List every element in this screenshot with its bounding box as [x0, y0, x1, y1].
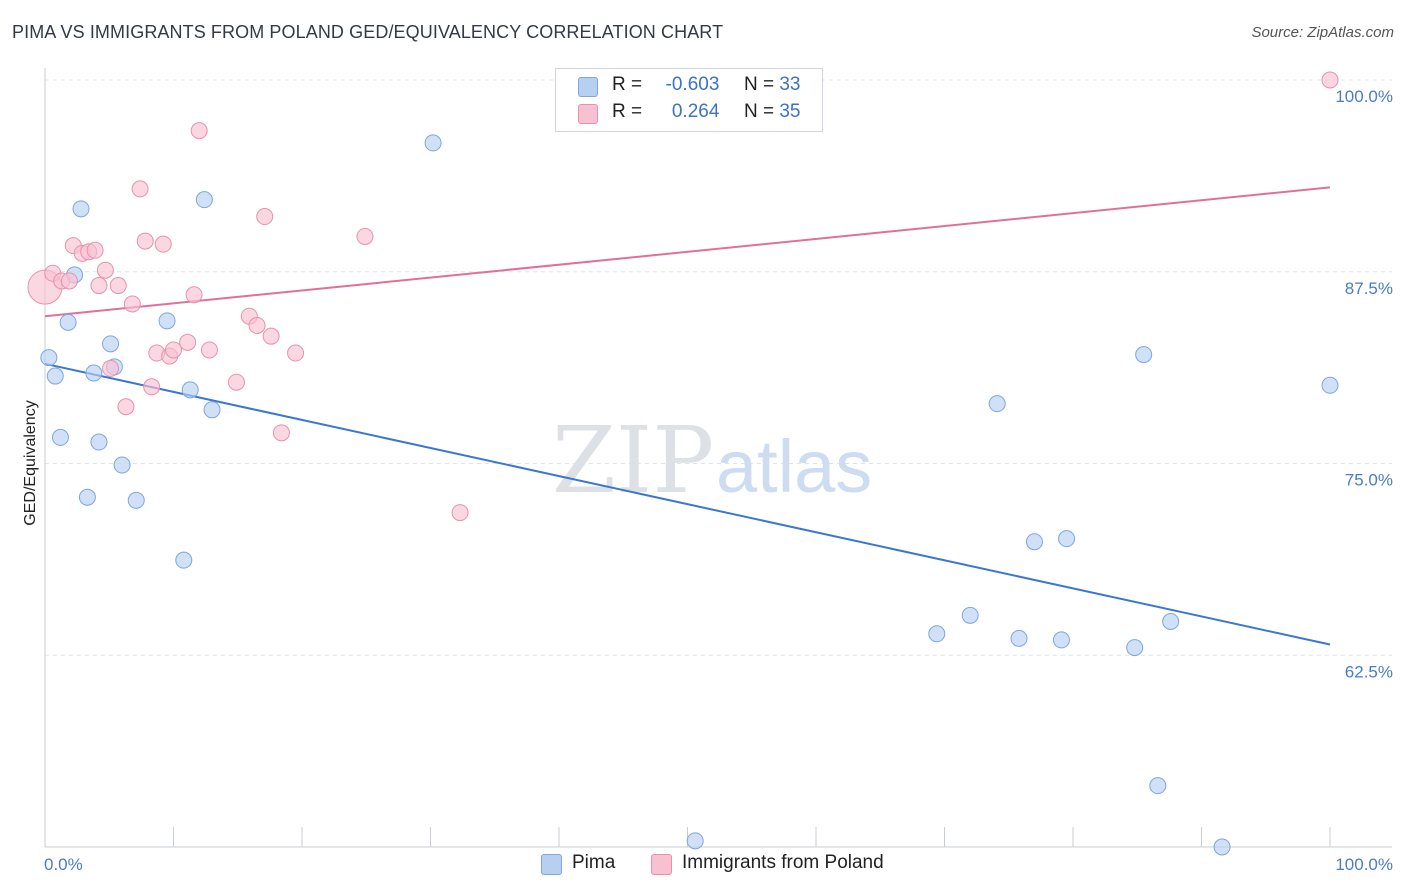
- bottom-legend-swatch-poland: [651, 854, 672, 875]
- point-poland: [287, 344, 305, 362]
- trend-line-pima: [44, 362, 1331, 646]
- point-pima: [181, 381, 199, 399]
- point-poland: [356, 227, 374, 245]
- point-poland: [143, 378, 161, 396]
- y-tick-label: 100.0%: [1335, 87, 1393, 106]
- point-pima: [1135, 346, 1153, 364]
- point-poland: [451, 504, 469, 522]
- watermark: ZIP atlas: [552, 407, 872, 514]
- point-poland: [102, 359, 120, 377]
- point-pima: [1052, 631, 1070, 649]
- n-value-poland: 35: [779, 101, 801, 122]
- point-pima: [113, 456, 131, 474]
- bottom-legend-label-pima: Pima: [572, 852, 616, 873]
- point-poland: [256, 208, 274, 226]
- point-pima: [195, 191, 213, 209]
- x-tick-label-min: 0.0%: [44, 855, 83, 874]
- point-pima: [961, 606, 979, 624]
- r-label: R =: [612, 101, 643, 122]
- point-pima: [85, 364, 103, 382]
- r-value-poland: 0.264: [671, 101, 720, 122]
- point-pima: [51, 428, 69, 446]
- n-label: N =: [743, 74, 775, 95]
- legend-swatch-pima: [578, 77, 598, 97]
- y-tick-label: 75.0%: [1345, 471, 1393, 490]
- r-label: R =: [612, 74, 643, 95]
- point-pima: [46, 367, 64, 385]
- point-poland: [96, 261, 114, 279]
- point-pima: [1321, 376, 1339, 394]
- x-tick-label-max: 100.0%: [1335, 855, 1393, 874]
- point-pima: [203, 401, 221, 419]
- gridlines: [45, 79, 1392, 656]
- point-pima: [127, 491, 145, 509]
- point-poland: [262, 327, 280, 345]
- y-tick-label: 87.5%: [1345, 279, 1393, 298]
- point-poland: [200, 341, 218, 359]
- bottom-legend-label-poland: Immigrants from Poland: [682, 852, 884, 873]
- point-poland: [248, 316, 266, 334]
- point-pima: [1058, 530, 1076, 548]
- point-pima: [40, 349, 58, 367]
- point-pima: [72, 200, 90, 218]
- point-poland: [1321, 71, 1339, 89]
- point-pima: [1149, 777, 1167, 795]
- point-poland: [179, 333, 197, 351]
- point-pima: [158, 312, 176, 330]
- point-pima: [988, 395, 1006, 413]
- watermark-atlas: atlas: [716, 425, 872, 508]
- point-poland: [86, 241, 104, 259]
- chart-title: PIMA VS IMMIGRANTS FROM POLAND GED/EQUIV…: [12, 22, 724, 42]
- point-pima: [90, 433, 108, 451]
- point-poland: [272, 424, 290, 442]
- y-axis-title: GED/Equivalency: [22, 400, 39, 525]
- point-poland: [60, 272, 78, 290]
- trend-lines: [44, 186, 1331, 646]
- data-points: [27, 71, 1339, 856]
- point-poland: [185, 286, 203, 304]
- point-pima: [928, 625, 946, 643]
- point-pima: [424, 134, 442, 152]
- point-pima: [1010, 629, 1028, 647]
- point-pima: [1126, 639, 1144, 657]
- point-pima: [78, 488, 96, 506]
- axis-labels: 62.5% 75.0% 87.5% 100.0% 0.0% 100.0% GED/Equiv…: [22, 87, 1393, 874]
- point-poland: [154, 235, 172, 253]
- point-poland: [165, 341, 182, 359]
- trend-line-poland: [44, 186, 1331, 318]
- source-credit: Source: ZipAtlas.com: [1251, 24, 1394, 41]
- point-poland: [123, 295, 141, 313]
- point-pima: [59, 313, 77, 331]
- watermark-zip: ZIP: [552, 407, 714, 514]
- point-poland: [227, 373, 245, 391]
- point-poland: [131, 180, 149, 198]
- point-poland: [136, 232, 154, 250]
- point-pima: [686, 832, 704, 850]
- r-value-pima: -0.603: [665, 74, 720, 95]
- bottom-legend-swatch-pima: [541, 854, 562, 875]
- point-pima: [175, 551, 193, 569]
- point-poland: [190, 122, 208, 140]
- y-tick-label: 62.5%: [1345, 662, 1393, 681]
- legend-swatch-poland: [578, 104, 598, 124]
- point-pima: [1213, 838, 1231, 856]
- point-poland: [117, 398, 135, 416]
- point-poland: [90, 277, 108, 295]
- point-pima: [1025, 533, 1043, 551]
- axes: [44, 68, 1392, 848]
- stats-legend: R = -0.603 N = 33 R = 0.264 N = 35: [555, 68, 823, 132]
- point-pima: [102, 335, 120, 353]
- point-pima: [1162, 613, 1180, 631]
- n-label: N =: [743, 101, 775, 122]
- n-value-pima: 33: [779, 74, 801, 95]
- point-poland: [109, 277, 127, 295]
